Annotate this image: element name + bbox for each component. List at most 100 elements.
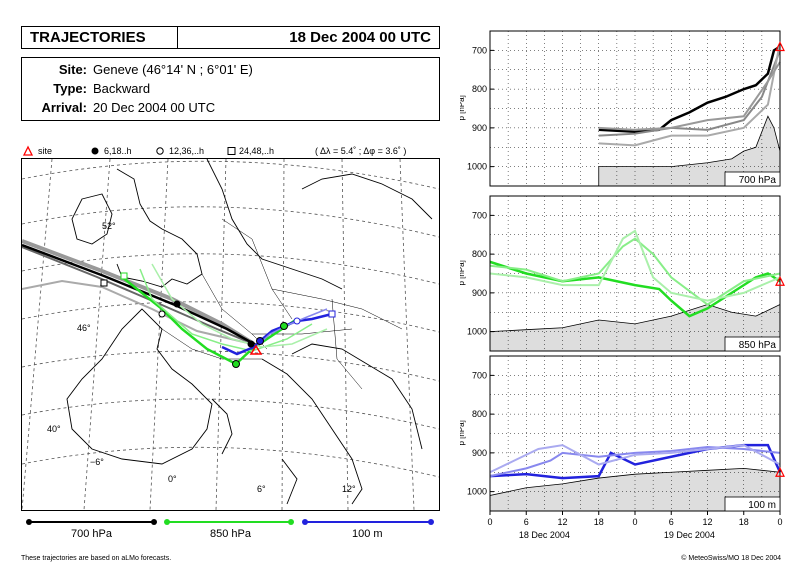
- series-line-member: [598, 50, 781, 137]
- traj-marker-12h: [158, 310, 166, 318]
- title-box: TRAJECTORIES 18 Dec 2004 00 UTC: [21, 26, 440, 49]
- traj-700-member: [22, 239, 256, 346]
- y-tick-label: 800: [472, 409, 487, 419]
- legend-marker1-text: 6,18..h: [104, 146, 132, 156]
- y-tick-label: 1000: [467, 162, 487, 172]
- legend-100m-dot: [428, 519, 434, 525]
- y-tick-label: 1000: [467, 487, 487, 497]
- traj-100m-main: [221, 312, 333, 356]
- site-triangle-icon: [22, 145, 34, 156]
- y-tick-label: 700: [472, 370, 487, 380]
- y-tick-label: 700: [472, 45, 487, 55]
- site-label: Site:: [58, 62, 87, 77]
- coastlines: [66, 159, 433, 505]
- site-value: Geneve (46°14' N ; 6°01' E): [93, 62, 253, 77]
- x-tick-label: 12: [557, 517, 567, 527]
- panel-frame: [489, 195, 781, 352]
- traj-marker-6h: [247, 340, 255, 348]
- traj-850-main: [121, 276, 298, 366]
- arrival-label: Arrival:: [41, 100, 87, 115]
- y-tick-label: 900: [472, 288, 487, 298]
- y-axis-label: p [hPa]: [460, 420, 466, 445]
- legend-spread-text: ( Δλ = 5.4˚ ; Δφ = 3.6˚ ): [315, 146, 406, 156]
- series-line-member: [489, 229, 781, 302]
- legend-site-text: site: [38, 146, 52, 156]
- series-line-main: [489, 443, 782, 480]
- open-square-icon: [227, 147, 236, 155]
- page-title: TRAJECTORIES: [30, 29, 146, 46]
- lat-label-52: 52°: [102, 221, 116, 231]
- footnote-left: These trajectories are based on aLMo for…: [21, 555, 172, 562]
- y-tick-label: 900: [472, 448, 487, 458]
- y-tick-label: 800: [472, 84, 487, 94]
- x-tick-label: 6: [669, 517, 674, 527]
- traj-marker-6h: [232, 360, 240, 368]
- legend-700-dot: [151, 519, 157, 525]
- panel-title-box: [724, 496, 781, 512]
- legend-700-dot: [26, 519, 32, 525]
- y-tick-label: 1000: [467, 327, 487, 337]
- x-tick-label: 18: [739, 517, 749, 527]
- traj-marker-24h: [328, 310, 336, 318]
- y-tick-label: 800: [472, 249, 487, 259]
- type-value: Backward: [93, 81, 151, 96]
- filled-circle-icon: [91, 147, 99, 155]
- info-box: Site: Geneve (46°14' N ; 6°01' E) Type: …: [21, 57, 440, 121]
- traj-marker-6h: [173, 300, 181, 308]
- x-tick-label: 0: [632, 517, 637, 527]
- traj-850-member: [139, 268, 313, 352]
- x-tick-label: 0: [487, 517, 492, 527]
- site-geneve-marker: [249, 344, 263, 355]
- x-tick-label: 12: [702, 517, 712, 527]
- x-tick-label: 0: [777, 517, 782, 527]
- traj-marker-24h: [100, 279, 108, 287]
- lat-label-40: 40°: [47, 424, 61, 434]
- forecast-date: 18 Dec 2004 00 UTC: [289, 29, 431, 46]
- series-line-member: [598, 42, 781, 147]
- x-tick-label: 6: [524, 517, 529, 527]
- type-label: Type:: [53, 81, 87, 96]
- traj-marker-6h: [256, 337, 264, 345]
- legend-100m-dot: [302, 519, 308, 525]
- legend-850-dot: [288, 519, 294, 525]
- y-axis-label: p [hPa]: [460, 260, 466, 285]
- trajectory-map: 52° 46° 40° −6° 0° 6° 12°: [21, 158, 440, 511]
- legend-marker2-text: 12,36,..h: [169, 146, 204, 156]
- legend-marker3-text: 24,48,..h: [239, 146, 274, 156]
- footnote-right: © MeteoSwiss/MO 18 Dec 2004: [681, 555, 781, 562]
- lat-label-46: 46°: [77, 323, 91, 333]
- series-line-member: [489, 444, 781, 474]
- legend-850-dot: [164, 519, 170, 525]
- traj-marker-12h: [293, 317, 301, 325]
- open-circle-icon: [156, 147, 164, 155]
- traj-marker-6h: [280, 322, 288, 330]
- panel-title-box: [724, 171, 781, 187]
- y-tick-label: 900: [472, 123, 487, 133]
- panel-title: 850 hPa: [739, 340, 777, 351]
- legend-700-label: 700 hPa: [71, 528, 112, 540]
- y-tick-label: 700: [472, 210, 487, 220]
- series-line-member: [489, 237, 781, 306]
- level-legend: [26, 519, 434, 525]
- panel-title: 700 hPa: [739, 175, 777, 186]
- panel-frame: [489, 30, 781, 187]
- x-date-label: 18 Dec 2004: [519, 530, 570, 540]
- traj-700-member: [22, 279, 253, 345]
- legend-100m-label: 100 m: [352, 528, 383, 540]
- panel-title-box: [724, 336, 781, 352]
- series-line-member: [598, 61, 781, 131]
- lon-label-12: 12°: [342, 484, 356, 494]
- lon-label-6: 6°: [257, 484, 266, 494]
- time-series-panels: 700 800 900 1000 p [hPa] 700 hPa 700 800 900 1000…: [460, 30, 785, 540]
- arrival-value: 20 Dec 2004 00 UTC: [93, 100, 216, 115]
- site-marker: [775, 41, 785, 52]
- map-canvas: 52° 46° 40° −6° 0° 6° 12°: [22, 159, 439, 510]
- legend-850-label: 850 hPa: [210, 528, 251, 540]
- traj-700-member: [22, 246, 257, 346]
- site-marker: [775, 275, 785, 286]
- traj-850-member: [151, 263, 328, 348]
- traj-marker-24h: [120, 272, 128, 280]
- x-date-label: 19 Dec 2004: [664, 530, 715, 540]
- marker-legend: site 6,18..h 12,36,..h 24,48,..h ( Δλ = …: [22, 145, 406, 156]
- lon-label-0: 0°: [168, 474, 177, 484]
